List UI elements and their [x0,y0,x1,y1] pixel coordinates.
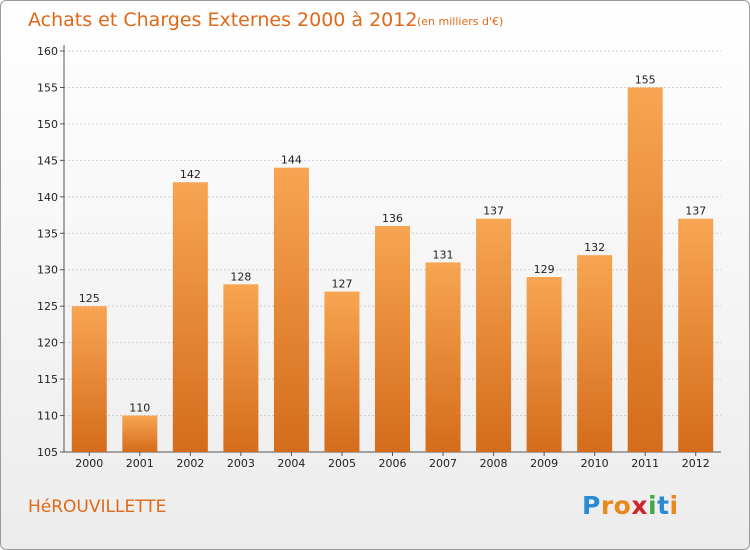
y-tick-label: 120 [37,337,58,350]
bar [122,415,158,452]
y-tick-label: 105 [37,446,58,459]
x-tick-label: 2006 [379,457,407,470]
bar-value-label: 136 [382,212,403,225]
x-tick-label: 2012 [682,457,710,470]
logo-letter: i [669,491,679,520]
y-tick-label: 135 [37,227,58,240]
bar [223,284,259,452]
bar [71,306,107,452]
y-tick-label: 125 [37,300,58,313]
logo-letter: x [631,491,648,520]
x-tick-label: 2000 [75,457,103,470]
bar-value-label: 137 [483,205,504,218]
bar [526,277,562,452]
bar-value-label: 129 [534,263,555,276]
bar [627,87,663,453]
bar [375,225,410,452]
bar [577,255,613,452]
x-tick-label: 2009 [530,457,558,470]
y-tick-label: 115 [37,373,58,386]
y-tick-label: 145 [37,154,58,167]
logo-letter: P [582,491,601,520]
labels: 105 110 115 120 125 130 135 140 145 150 155 160 125 2… [37,45,710,470]
bar [476,218,512,452]
bar [273,167,309,452]
x-tick-label: 2003 [227,457,255,470]
commune-name: HéROUVILLETTE [28,497,167,517]
x-tick-label: 2007 [429,457,457,470]
bar-value-label: 128 [230,270,251,283]
x-tick-label: 2008 [480,457,508,470]
bar [425,262,461,452]
logo-letter: i [648,491,658,520]
bar-value-label: 131 [433,248,454,261]
logo-letter: t [657,491,670,520]
y-tick-label: 140 [37,191,58,204]
bar-value-label: 155 [635,73,656,86]
y-tick-label: 130 [37,264,58,277]
bar-value-label: 137 [685,205,706,218]
logo-letter: o [613,491,632,520]
x-tick-label: 2011 [631,457,659,470]
x-tick-label: 2002 [176,457,204,470]
logo-letter: r [600,491,614,520]
bar-value-label: 127 [331,278,352,291]
bar-value-label: 144 [281,154,302,167]
bar [324,291,360,452]
x-tick-label: 2004 [277,457,305,470]
bar-value-label: 132 [584,241,605,254]
chart-title: Achats et Charges Externes 2000 à 2012 [28,9,418,31]
x-tick-label: 2001 [126,457,154,470]
bar-value-label: 110 [129,402,150,415]
y-tick-label: 155 [37,81,58,94]
bars [71,87,714,453]
bar [678,218,714,452]
y-tick-label: 150 [37,118,58,131]
y-tick-label: 110 [37,410,58,423]
x-tick-label: 2010 [581,457,609,470]
bar-value-label: 142 [180,168,201,181]
x-tick-label: 2005 [328,457,356,470]
bar-value-label: 125 [79,292,100,305]
chart-subtitle: (en milliers d'€) [417,15,504,28]
bar [172,182,208,452]
proxiti-logo: Proxiti [582,491,679,520]
y-tick-label: 160 [37,45,58,58]
